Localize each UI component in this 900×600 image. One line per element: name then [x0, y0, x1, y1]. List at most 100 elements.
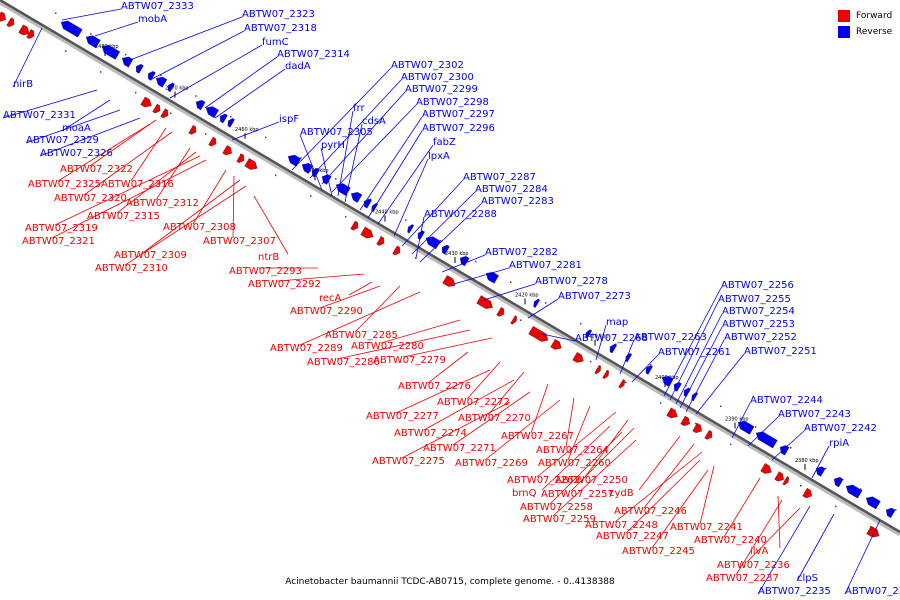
reverse-gene-arrow[interactable]: [166, 82, 175, 93]
reverse-gene-label[interactable]: ABTW07_2333: [121, 1, 194, 12]
reverse-gene-label[interactable]: ABTW07_2282: [485, 247, 558, 258]
forward-gene-arrow[interactable]: [442, 275, 458, 289]
reverse-gene-label[interactable]: lpxA: [428, 151, 450, 162]
reverse-gene-label[interactable]: ABTW07_2297: [422, 109, 495, 120]
forward-gene-label[interactable]: ABTW07_2290: [290, 306, 363, 317]
forward-gene-arrow[interactable]: [680, 415, 692, 428]
reverse-gene-label[interactable]: ABTW07_2255: [718, 294, 791, 305]
forward-gene-label[interactable]: ABTW07_2277: [366, 411, 439, 422]
reverse-gene-arrow[interactable]: [286, 152, 301, 167]
forward-gene-arrow[interactable]: [602, 369, 611, 380]
forward-gene-label[interactable]: ABTW07_2286: [307, 357, 380, 368]
forward-gene-arrow[interactable]: [496, 307, 507, 318]
forward-gene-label[interactable]: ABTW07_2260: [538, 458, 611, 469]
reverse-gene-label[interactable]: nirB: [13, 79, 33, 90]
forward-gene-arrow[interactable]: [774, 471, 786, 484]
reverse-gene-label[interactable]: frr: [353, 103, 365, 114]
forward-gene-arrow[interactable]: [222, 145, 234, 157]
reverse-gene-label[interactable]: ABTW07_2302: [391, 60, 464, 71]
forward-gene-label[interactable]: ABTW07_2272: [437, 397, 510, 408]
forward-gene-arrow[interactable]: [140, 96, 154, 110]
forward-gene-arrow[interactable]: [350, 220, 361, 232]
reverse-gene-label[interactable]: ABTW07_2231: [845, 586, 900, 597]
forward-gene-arrow[interactable]: [244, 158, 260, 172]
reverse-gene-arrow[interactable]: [660, 374, 674, 387]
reverse-gene-label[interactable]: ABTW07_2305: [300, 127, 373, 138]
reverse-gene-arrow[interactable]: [440, 244, 450, 255]
reverse-gene-arrow[interactable]: [349, 190, 363, 203]
reverse-gene-label[interactable]: ABTW07_2296: [422, 123, 495, 134]
reverse-gene-label[interactable]: mobA: [138, 14, 167, 25]
reverse-gene-arrow[interactable]: [754, 429, 778, 449]
forward-gene-label[interactable]: ABTW07_2257: [541, 489, 614, 500]
reverse-gene-arrow[interactable]: [844, 482, 863, 499]
reverse-gene-label[interactable]: dadA: [285, 61, 311, 72]
reverse-gene-label[interactable]: map: [606, 317, 628, 328]
forward-gene-label[interactable]: ABTW07_2259: [523, 514, 596, 525]
reverse-gene-label[interactable]: ABTW07_2253: [722, 319, 795, 330]
forward-gene-arrow[interactable]: [476, 295, 495, 311]
reverse-gene-label[interactable]: clpS: [797, 573, 818, 584]
reverse-gene-label[interactable]: ABTW07_2254: [722, 306, 795, 317]
reverse-gene-label[interactable]: ABTW07_2300: [401, 72, 474, 83]
reverse-gene-arrow[interactable]: [100, 43, 121, 60]
reverse-gene-arrow[interactable]: [84, 33, 101, 49]
reverse-gene-label[interactable]: ABTW07_2326: [40, 148, 113, 159]
forward-gene-label[interactable]: ntrB: [258, 252, 279, 263]
reverse-gene-label[interactable]: ABTW07_2242: [804, 423, 877, 434]
forward-gene-label[interactable]: ABTW07_2307: [203, 236, 276, 247]
forward-gene-label[interactable]: ABTW07_2240: [694, 535, 767, 546]
reverse-gene-label[interactable]: ABTW07_2251: [744, 346, 817, 357]
forward-gene-arrow[interactable]: [802, 487, 814, 500]
forward-gene-label[interactable]: ABTW07_2241: [670, 522, 743, 533]
reverse-gene-label[interactable]: fumC: [262, 37, 289, 48]
reverse-gene-arrow[interactable]: [644, 364, 653, 375]
reverse-gene-arrow[interactable]: [120, 54, 134, 68]
forward-gene-arrow[interactable]: [188, 125, 199, 136]
forward-gene-label[interactable]: ABTW07_2270: [458, 413, 531, 424]
reverse-gene-label[interactable]: ABTW07_2287: [463, 172, 536, 183]
forward-gene-label[interactable]: ABTW07_2320: [54, 193, 127, 204]
forward-gene-label[interactable]: ABTW07_2310: [95, 263, 168, 274]
forward-gene-label[interactable]: ABTW07_2247: [596, 531, 669, 542]
reverse-gene-label[interactable]: pyrH: [321, 140, 345, 151]
reverse-gene-arrow[interactable]: [884, 506, 896, 518]
forward-gene-label[interactable]: ABTW07_2237: [706, 573, 779, 584]
forward-gene-arrow[interactable]: [160, 108, 171, 120]
forward-gene-arrow[interactable]: [618, 379, 627, 389]
forward-gene-arrow[interactable]: [528, 325, 551, 344]
reverse-gene-arrow[interactable]: [320, 173, 332, 185]
reverse-gene-arrow[interactable]: [218, 112, 228, 124]
reverse-gene-label[interactable]: moaA: [62, 123, 91, 134]
reverse-gene-arrow[interactable]: [778, 443, 790, 456]
reverse-gene-label[interactable]: ABTW07_2281: [509, 260, 582, 271]
reverse-gene-label[interactable]: ispF: [279, 114, 299, 125]
forward-gene-label[interactable]: ABTW07_2321: [22, 236, 95, 247]
reverse-gene-arrow[interactable]: [624, 352, 633, 363]
forward-gene-label[interactable]: ABTW07_2274: [394, 428, 467, 439]
reverse-gene-label[interactable]: ABTW07_2263: [634, 332, 707, 343]
forward-gene-arrow[interactable]: [572, 351, 586, 365]
reverse-gene-label[interactable]: ABTW07_2323: [242, 9, 315, 20]
forward-gene-label[interactable]: ABTW07_2262: [507, 475, 580, 486]
reverse-gene-label[interactable]: ABTW07_2261: [658, 347, 731, 358]
forward-gene-arrow[interactable]: [18, 24, 32, 38]
forward-gene-label[interactable]: cydB: [609, 488, 634, 499]
reverse-gene-label[interactable]: ABTW07_2273: [558, 291, 631, 302]
forward-gene-label[interactable]: ABTW07_2250: [555, 475, 628, 486]
reverse-gene-label[interactable]: ABTW07_2268: [575, 333, 648, 344]
forward-gene-arrow[interactable]: [208, 136, 219, 148]
reverse-gene-label[interactable]: ABTW07_2331: [3, 110, 76, 121]
forward-gene-label[interactable]: ABTW07_2289: [270, 343, 343, 354]
reverse-gene-arrow[interactable]: [532, 298, 541, 308]
reverse-gene-label[interactable]: ABTW07_2299: [405, 84, 478, 95]
forward-gene-label[interactable]: recA: [319, 293, 342, 304]
forward-gene-arrow[interactable]: [26, 29, 37, 40]
forward-gene-label[interactable]: ABTW07_2245: [622, 546, 695, 557]
reverse-gene-arrow[interactable]: [864, 494, 881, 510]
reverse-gene-arrow[interactable]: [154, 74, 168, 88]
reverse-gene-label[interactable]: ABTW07_2283: [481, 196, 554, 207]
forward-gene-arrow[interactable]: [510, 315, 519, 326]
reverse-gene-arrow[interactable]: [736, 418, 755, 435]
reverse-gene-arrow[interactable]: [204, 104, 219, 119]
